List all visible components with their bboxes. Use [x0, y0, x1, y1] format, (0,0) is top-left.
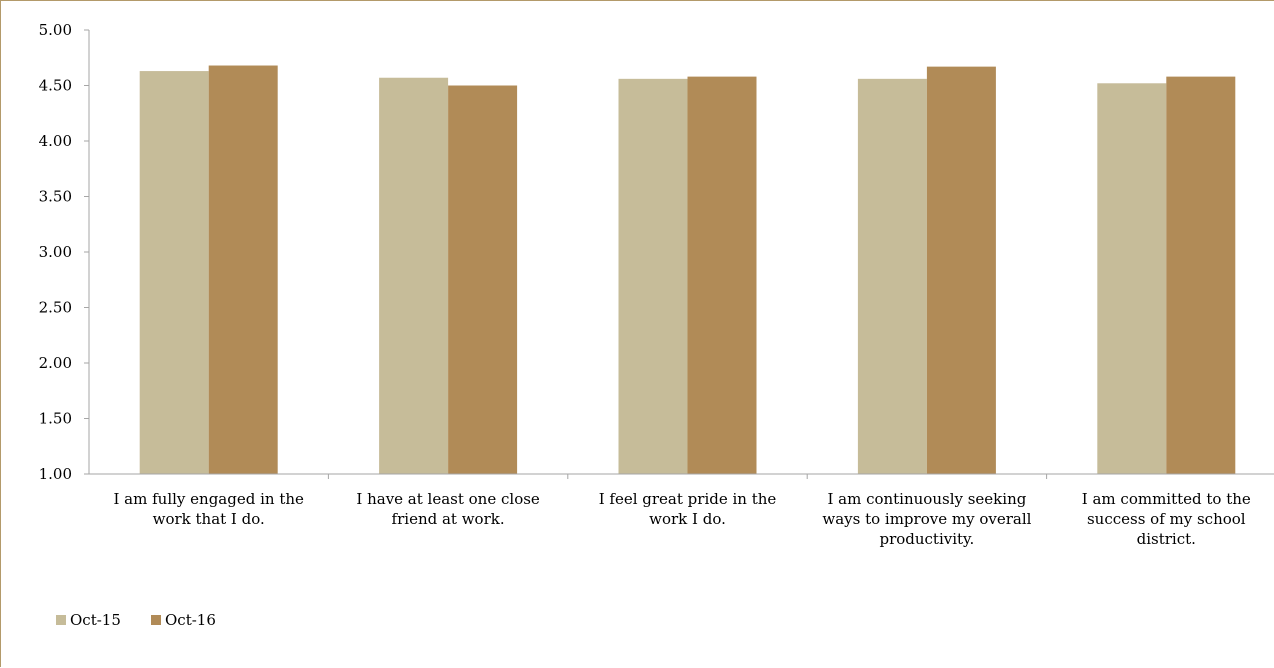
y-tick-label: 4.50 — [39, 77, 72, 95]
x-category-label-line: I am continuously seeking — [827, 490, 1026, 508]
y-tick-label: 4.00 — [39, 132, 72, 150]
legend-swatch-oct-16 — [151, 615, 161, 625]
legend-label-oct-16: Oct-16 — [165, 611, 216, 629]
x-category-label-line: I am fully engaged in the — [113, 490, 304, 508]
x-category-label-line: friend at work. — [392, 510, 505, 528]
legend-label-oct-15: Oct-15 — [70, 611, 121, 629]
x-category-label-line: work I do. — [649, 510, 726, 528]
x-category-label-line: ways to improve my overall — [822, 510, 1031, 528]
x-category-label-line: success of my school — [1087, 510, 1246, 528]
x-category-label-line: productivity. — [879, 530, 974, 548]
x-category-label: I have at least one close friend at work. — [356, 490, 540, 528]
bar-oct-16 — [926, 66, 996, 474]
x-category-label-line: I feel great pride in the — [599, 490, 777, 508]
x-category-label: I am continuously seeking ways to improve… — [822, 490, 1031, 548]
bar-oct-15 — [379, 77, 449, 474]
x-category-label-line: district. — [1137, 530, 1196, 548]
x-category-label-line: I am committed to the — [1082, 490, 1251, 508]
x-category-label: I am fully engaged in the work that I do. — [113, 490, 304, 528]
legend: Oct-15 Oct-16 — [56, 611, 216, 629]
y-tick-label: 1.50 — [39, 410, 72, 428]
bar-oct-15 — [857, 78, 927, 474]
bar-oct-16 — [1166, 76, 1236, 475]
legend-swatch-oct-15 — [56, 615, 66, 625]
bar-oct-15 — [139, 71, 209, 474]
bar-oct-16 — [448, 85, 518, 474]
y-tick-label: 5.00 — [39, 21, 72, 39]
x-category-label: I am committed to the success of my schoo… — [1082, 490, 1251, 548]
y-tick-label: 2.50 — [39, 299, 72, 317]
bar-oct-15 — [618, 78, 688, 474]
bar-oct-15 — [1097, 83, 1167, 474]
x-axis-labels: I am fully engaged in the work that I do.… — [113, 490, 1250, 548]
y-tick-label: 3.00 — [39, 243, 72, 261]
bar-oct-16 — [208, 65, 278, 475]
x-category-label: I feel great pride in the work I do. — [599, 490, 777, 528]
y-axis-ticks: 1.00 1.50 2.00 2.50 3.00 3.50 4.00 4.50 5.00 — [39, 21, 89, 483]
x-category-label-line: work that I do. — [153, 510, 265, 528]
y-tick-label: 3.50 — [39, 188, 72, 206]
axes — [88, 30, 1274, 479]
bars — [139, 65, 1236, 475]
y-tick-label: 1.00 — [39, 465, 72, 483]
y-tick-label: 2.00 — [39, 354, 72, 372]
x-category-label-line: I have at least one close — [356, 490, 540, 508]
bar-oct-16 — [687, 76, 757, 475]
